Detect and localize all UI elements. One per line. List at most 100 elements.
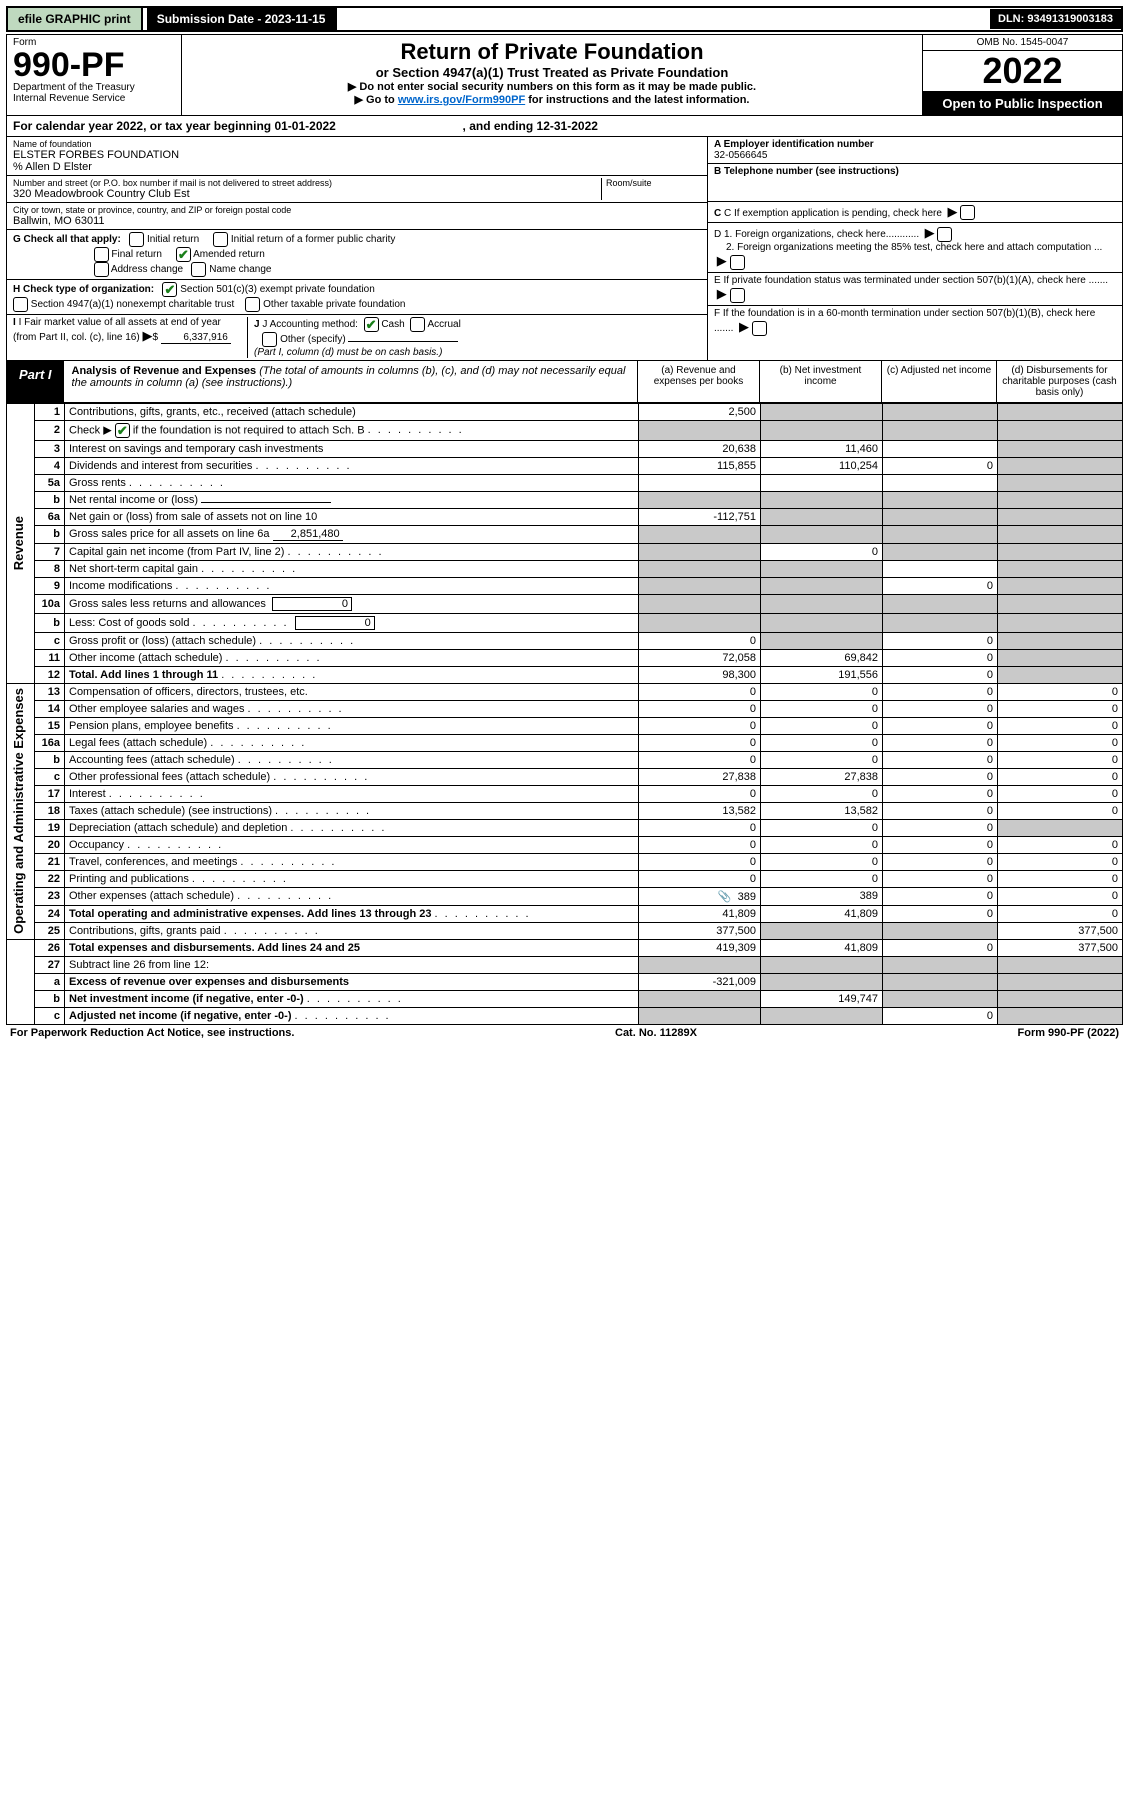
attach-icon[interactable]: 📎 bbox=[718, 891, 732, 903]
row-2: 2 Check ▶ ✔ if the foundation is not req… bbox=[7, 420, 1123, 440]
checkbox-cash[interactable]: ✔ bbox=[364, 317, 379, 332]
form-title-block: Return of Private Foundation or Section … bbox=[182, 35, 922, 115]
row-6a: 6aNet gain or (loss) from sale of assets… bbox=[7, 508, 1123, 525]
e-terminated-row: E If private foundation status was termi… bbox=[708, 273, 1122, 306]
row-27c: cAdjusted net income (if negative, enter… bbox=[7, 1007, 1123, 1024]
row-27: 27Subtract line 26 from line 12: bbox=[7, 956, 1123, 973]
row-26: 26Total expenses and disbursements. Add … bbox=[7, 939, 1123, 956]
checkbox-85pct-test[interactable] bbox=[730, 255, 745, 270]
checkbox-accrual[interactable] bbox=[410, 317, 425, 332]
row-20: 20Occupancy 0000 bbox=[7, 836, 1123, 853]
dept-treasury: Department of the Treasury bbox=[13, 82, 175, 93]
ein-row: A Employer identification number 32-0566… bbox=[708, 137, 1122, 164]
instr-ssn: ▶ Do not enter social security numbers o… bbox=[190, 80, 914, 93]
checkbox-final-return[interactable] bbox=[94, 247, 109, 262]
checkbox-507b1b[interactable] bbox=[752, 321, 767, 336]
ein: 32-0566645 bbox=[714, 150, 767, 161]
i-j-row: I I Fair market value of all assets at e… bbox=[7, 315, 707, 360]
row-10c: cGross profit or (loss) (attach schedule… bbox=[7, 632, 1123, 649]
checkbox-foreign-org[interactable] bbox=[937, 227, 952, 242]
part1-header: Part I Analysis of Revenue and Expenses … bbox=[6, 361, 1123, 403]
opex-sidelabel: Operating and Administrative Expenses bbox=[11, 688, 26, 934]
row-3: 3Interest on savings and temporary cash … bbox=[7, 440, 1123, 457]
room-label: Room/suite bbox=[606, 178, 701, 188]
part1-desc: Analysis of Revenue and Expenses (The to… bbox=[64, 361, 637, 402]
row-7: 7Capital gain net income (from Part IV, … bbox=[7, 543, 1123, 560]
revenue-sidelabel: Revenue bbox=[11, 516, 26, 570]
checkbox-address-change[interactable] bbox=[94, 262, 109, 277]
col-b-header: (b) Net investment income bbox=[760, 361, 882, 402]
col-c-header: (c) Adjusted net income bbox=[882, 361, 997, 402]
form-number: 990-PF bbox=[13, 48, 175, 82]
row-5a: 5aGross rents bbox=[7, 474, 1123, 491]
col-a-header: (a) Revenue and expenses per books bbox=[638, 361, 760, 402]
top-bar: efile GRAPHIC print Submission Date - 20… bbox=[6, 6, 1123, 32]
city-state-zip: Ballwin, MO 63011 bbox=[13, 215, 105, 227]
irs-label: Internal Revenue Service bbox=[13, 93, 175, 104]
row-19: 19Depreciation (attach schedule) and dep… bbox=[7, 819, 1123, 836]
c-exemption-row: C C If exemption application is pending,… bbox=[708, 202, 1122, 224]
row-25: 25Contributions, gifts, grants paid 377,… bbox=[7, 922, 1123, 939]
row-18: 18Taxes (attach schedule) (see instructi… bbox=[7, 802, 1123, 819]
tax-year: 2022 bbox=[923, 51, 1122, 92]
checkbox-initial-return[interactable] bbox=[129, 232, 144, 247]
row-9: 9Income modifications 0 bbox=[7, 577, 1123, 594]
form-link[interactable]: www.irs.gov/Form990PF bbox=[398, 94, 525, 106]
fmv-assets: 6,337,916 bbox=[161, 332, 231, 344]
part1-table: Revenue 1 Contributions, gifts, grants, … bbox=[6, 403, 1123, 1025]
calendar-year-row: For calendar year 2022, or tax year begi… bbox=[6, 116, 1123, 137]
row-16a: 16aLegal fees (attach schedule) 0000 bbox=[7, 734, 1123, 751]
cat-no: Cat. No. 11289X bbox=[615, 1027, 697, 1039]
row-16c: cOther professional fees (attach schedul… bbox=[7, 768, 1123, 785]
checkbox-amended-return[interactable]: ✔ bbox=[176, 247, 191, 262]
row-10b: bLess: Cost of goods sold 0 bbox=[7, 613, 1123, 632]
checkbox-4947[interactable] bbox=[13, 297, 28, 312]
form-ref: Form 990-PF (2022) bbox=[1018, 1027, 1119, 1039]
h-org-type-row: H Check type of organization: ✔ Section … bbox=[7, 280, 707, 315]
paperwork-notice: For Paperwork Reduction Act Notice, see … bbox=[10, 1027, 294, 1039]
form-year-block: OMB No. 1545-0047 2022 Open to Public In… bbox=[922, 35, 1122, 115]
row-11: 11Other income (attach schedule) 72,0586… bbox=[7, 649, 1123, 666]
part1-tag: Part I bbox=[7, 361, 64, 402]
row-21: 21Travel, conferences, and meetings 0000 bbox=[7, 853, 1123, 870]
dln: DLN: 93491319003183 bbox=[990, 9, 1121, 29]
open-inspection: Open to Public Inspection bbox=[923, 92, 1122, 115]
checkbox-other-method[interactable] bbox=[262, 332, 277, 347]
form-header: Form 990-PF Department of the Treasury I… bbox=[6, 34, 1123, 116]
checkbox-507b1a[interactable] bbox=[730, 288, 745, 303]
checkbox-exemption-pending[interactable] bbox=[960, 205, 975, 220]
row-12: 12Total. Add lines 1 through 11 98,30019… bbox=[7, 666, 1123, 683]
omb-number: OMB No. 1545-0047 bbox=[923, 35, 1122, 51]
checkbox-name-change[interactable] bbox=[191, 262, 206, 277]
efile-print-button[interactable]: efile GRAPHIC print bbox=[8, 8, 143, 30]
row-16b: bAccounting fees (attach schedule) 0000 bbox=[7, 751, 1123, 768]
care-of: % Allen D Elster bbox=[13, 161, 92, 173]
instr-link-line: ▶ Go to www.irs.gov/Form990PF for instru… bbox=[190, 93, 914, 106]
row-14: 14Other employee salaries and wages 0000 bbox=[7, 700, 1123, 717]
checkbox-initial-former[interactable] bbox=[213, 232, 228, 247]
form-title: Return of Private Foundation bbox=[190, 39, 914, 65]
row-4: 4Dividends and interest from securities … bbox=[7, 457, 1123, 474]
row-6b: bGross sales price for all assets on lin… bbox=[7, 525, 1123, 543]
street-address: 320 Meadowbrook Country Club Est bbox=[13, 188, 190, 200]
page-footer: For Paperwork Reduction Act Notice, see … bbox=[6, 1025, 1123, 1041]
checkbox-sch-b[interactable]: ✔ bbox=[115, 423, 130, 438]
f-60month-row: F If the foundation is in a 60-month ter… bbox=[708, 306, 1122, 338]
col-d-header: (d) Disbursements for charitable purpose… bbox=[997, 361, 1122, 402]
telephone-row: B Telephone number (see instructions) bbox=[708, 164, 1122, 202]
row-13: Operating and Administrative Expenses 13… bbox=[7, 683, 1123, 700]
row-1: Revenue 1 Contributions, gifts, grants, … bbox=[7, 403, 1123, 420]
entity-info: Name of foundation ELSTER FORBES FOUNDAT… bbox=[6, 137, 1123, 361]
row-23: 23Other expenses (attach schedule) 📎 389… bbox=[7, 887, 1123, 905]
checkbox-other-taxable[interactable] bbox=[245, 297, 260, 312]
checkbox-501c3[interactable]: ✔ bbox=[162, 282, 177, 297]
form-subtitle: or Section 4947(a)(1) Trust Treated as P… bbox=[190, 65, 914, 80]
form-number-block: Form 990-PF Department of the Treasury I… bbox=[7, 35, 182, 115]
foundation-name-row: Name of foundation ELSTER FORBES FOUNDAT… bbox=[7, 137, 707, 176]
row-27b: bNet investment income (if negative, ent… bbox=[7, 990, 1123, 1007]
city-row: City or town, state or province, country… bbox=[7, 203, 707, 230]
foundation-name: ELSTER FORBES FOUNDATION bbox=[13, 149, 179, 161]
row-17: 17Interest 0000 bbox=[7, 785, 1123, 802]
row-8: 8Net short-term capital gain bbox=[7, 560, 1123, 577]
d-foreign-row: D 1. Foreign organizations, check here..… bbox=[708, 223, 1122, 273]
